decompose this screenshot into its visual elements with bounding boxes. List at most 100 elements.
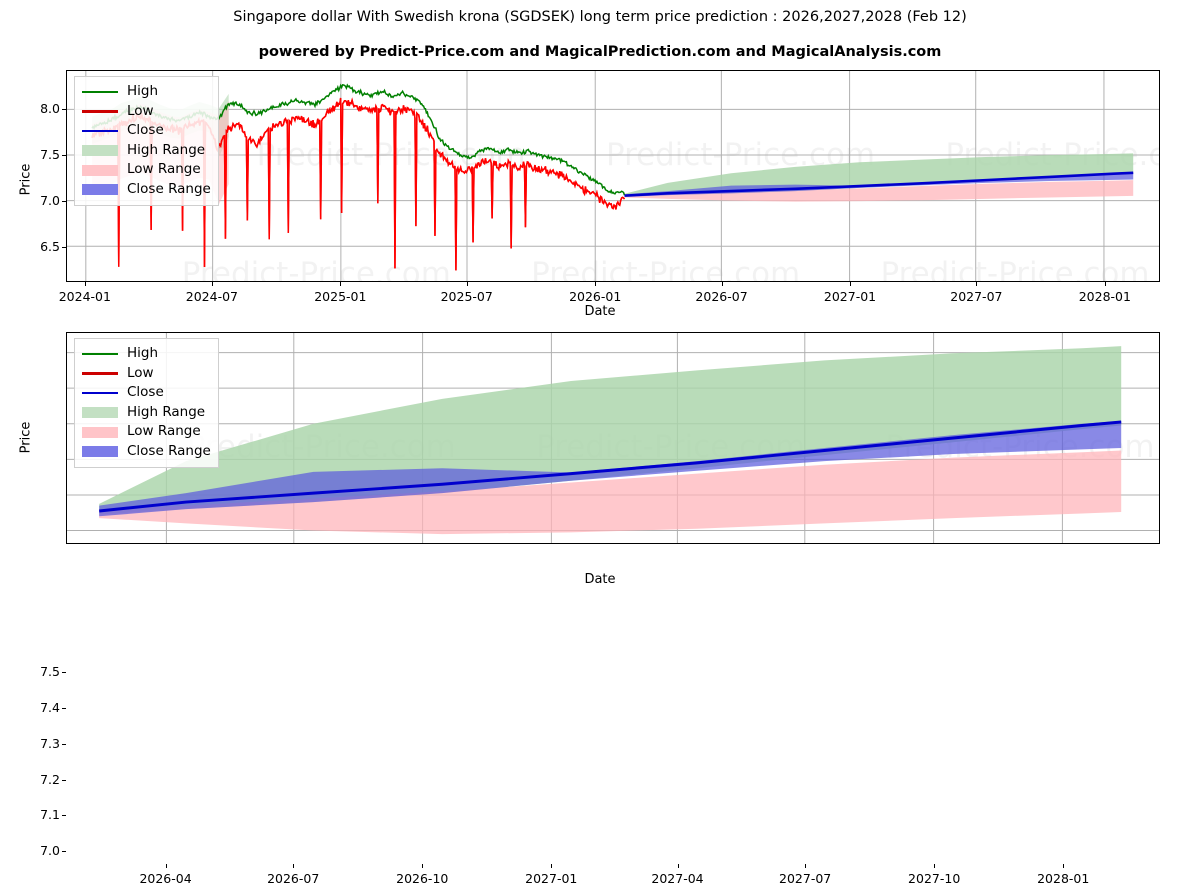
x-tick-label: 2027-01 — [525, 871, 578, 886]
y-tick-mark — [62, 246, 66, 248]
x-tick-label: 2027-07 — [950, 289, 1003, 304]
x-tick-mark — [805, 864, 807, 868]
swatch — [82, 426, 118, 438]
y-tick-label: 7.5 — [40, 663, 60, 679]
top-legend-item-low: Low — [82, 102, 210, 122]
y-tick-mark — [62, 851, 66, 853]
x-tick-label: 2028-01 — [1078, 289, 1131, 304]
top-legend: High Low Close High Range Low Range Close Ran… — [74, 76, 219, 206]
x-tick-label: 2026-01 — [569, 289, 622, 304]
svg-text:Predict-Price.com: Predict-Price.com — [531, 256, 800, 281]
x-tick-mark — [850, 282, 852, 286]
swatch — [82, 372, 118, 375]
swatch — [82, 145, 118, 157]
top-legend-item-close-range: Close Range — [82, 180, 211, 200]
x-tick-mark — [595, 282, 597, 286]
x-tick-label: 2027-10 — [908, 871, 961, 886]
x-tick-label: 2026-07 — [695, 289, 748, 304]
y-tick-mark — [62, 671, 66, 673]
top-chart-panel: Price Predict-Price.com Predict-Price.com… — [0, 0, 1200, 320]
swatch — [82, 164, 118, 176]
y-tick-label: 8.0 — [40, 100, 60, 116]
x-tick-mark — [934, 864, 936, 868]
y-tick-label: 7.1 — [40, 807, 60, 823]
swatch — [82, 184, 118, 196]
legend-patch-swatch-icon — [82, 164, 118, 176]
x-tick-mark — [551, 864, 553, 868]
bottom-legend: High Low Close High Range Low Range Close Ran… — [74, 338, 219, 468]
x-tick-mark — [721, 282, 723, 286]
x-tick-label: 2024-01 — [58, 289, 111, 304]
legend-label: High Range — [127, 141, 206, 158]
top-plot-area: Predict-Price.com Predict-Price.com Predic… — [66, 70, 1160, 282]
bottom-legend-item-low: Low — [82, 364, 210, 384]
y-tick-label: 7.5 — [40, 146, 60, 162]
legend-patch-swatch-icon — [82, 407, 118, 419]
x-tick-mark — [165, 864, 167, 868]
legend-label: Low — [127, 102, 154, 119]
legend-line-swatch-icon — [82, 367, 118, 379]
y-tick-label: 7.4 — [40, 699, 60, 715]
swatch — [82, 352, 118, 355]
legend-label: Close — [127, 384, 164, 401]
x-tick-mark — [466, 282, 468, 286]
page-subtitle: powered by Predict-Price.com and Magical… — [258, 44, 942, 60]
bottom-legend-item-high: High — [82, 344, 210, 364]
legend-line-swatch-icon — [82, 105, 118, 117]
bottom-legend-item-close-range: Close Range — [82, 442, 211, 462]
x-tick-label: 2027-01 — [823, 289, 877, 304]
x-tick-label: 2028-01 — [1037, 871, 1090, 886]
y-tick-mark — [62, 200, 66, 202]
x-tick-mark — [1104, 282, 1106, 286]
top-legend-item-close: Close — [82, 121, 210, 141]
x-tick-label: 2026-04 — [139, 871, 192, 886]
top-legend-item-high-range: High Range — [82, 141, 210, 161]
x-tick-mark — [340, 282, 342, 286]
legend-patch-swatch-icon — [82, 446, 118, 458]
legend-label: Low — [127, 364, 154, 381]
y-tick-label: 7.0 — [40, 192, 60, 208]
legend-patch-swatch-icon — [82, 426, 118, 438]
swatch — [82, 90, 118, 93]
legend-patch-swatch-icon — [82, 184, 118, 196]
y-tick-mark — [62, 815, 66, 817]
y-tick-mark — [62, 707, 66, 709]
svg-text:Predict-Price.com: Predict-Price.com — [881, 256, 1150, 281]
legend-label: High Range — [127, 403, 206, 420]
y-tick-label: 7.3 — [40, 735, 60, 751]
legend-label: High — [127, 83, 159, 100]
top-legend-item-low-range: Low Range — [82, 160, 210, 180]
x-tick-mark — [84, 282, 86, 286]
legend-line-swatch-icon — [82, 86, 118, 98]
swatch — [82, 391, 118, 395]
bottom-chart-panel: Price Predict-Price.comPredict-Price.com… — [0, 320, 1200, 886]
legend-label: Close — [127, 122, 164, 139]
y-tick-mark — [62, 743, 66, 745]
x-tick-mark — [211, 282, 213, 286]
bottom-legend-item-low-range: Low Range — [82, 422, 210, 442]
top-legend-item-high: High — [82, 82, 210, 102]
page-title: Singapore dollar With Swedish krona (SGD… — [233, 9, 967, 25]
x-tick-label: 2026-10 — [396, 871, 449, 886]
legend-label: High — [127, 345, 159, 362]
bottom-plot-area: Predict-Price.comPredict-Price.comPredic… — [66, 332, 1160, 544]
legend-label: Close Range — [127, 443, 211, 460]
legend-patch-swatch-icon — [82, 145, 118, 157]
x-tick-mark — [976, 282, 978, 286]
y-tick-mark — [62, 154, 66, 156]
y-tick-label: 7.2 — [40, 771, 60, 787]
y-tick-label: 6.5 — [40, 238, 60, 254]
x-tick-label: 2026-07 — [267, 871, 320, 886]
swatch — [82, 110, 118, 113]
y-tick-mark — [62, 108, 66, 110]
y-tick-label: 7.0 — [40, 843, 60, 859]
legend-line-swatch-icon — [82, 125, 118, 137]
x-tick-mark — [293, 864, 295, 868]
swatch — [82, 129, 118, 133]
x-tick-label: 2025-01 — [314, 289, 367, 304]
x-tick-label: 2024-07 — [185, 289, 239, 304]
y-tick-mark — [62, 779, 66, 781]
x-tick-mark — [422, 864, 424, 868]
legend-line-swatch-icon — [82, 387, 118, 399]
bottom-legend-item-close: Close — [82, 383, 210, 403]
